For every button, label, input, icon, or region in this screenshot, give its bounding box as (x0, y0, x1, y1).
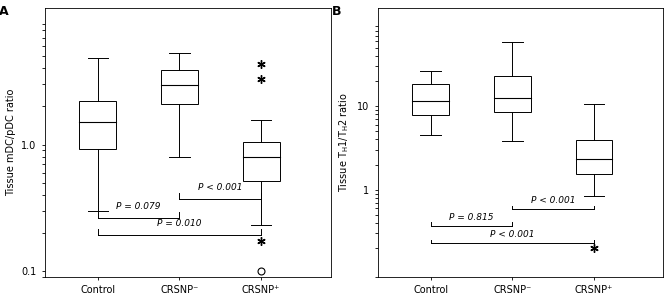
Bar (80, 101, 116, 149)
Y-axis label: Tissue mDC/pDC ratio: Tissue mDC/pDC ratio (5, 89, 15, 196)
Text: P < 0.001: P < 0.001 (198, 183, 243, 192)
Text: P < 0.001: P < 0.001 (531, 196, 575, 205)
Text: P = 0.010: P = 0.010 (157, 219, 202, 228)
Bar (494, 76, 531, 112)
Text: A: A (0, 5, 9, 18)
Text: P < 0.001: P < 0.001 (490, 230, 535, 239)
Bar (412, 84, 449, 115)
Bar (243, 142, 280, 181)
Text: P = 0.815: P = 0.815 (449, 213, 494, 222)
Y-axis label: Tissue $\mathregular{T_H}$1/$\mathregular{T_H}$2 ratio: Tissue $\mathregular{T_H}$1/$\mathregula… (338, 93, 351, 192)
Bar (575, 140, 612, 174)
Text: P = 0.079: P = 0.079 (116, 203, 161, 211)
Text: B: B (332, 5, 341, 18)
Bar (161, 70, 198, 104)
